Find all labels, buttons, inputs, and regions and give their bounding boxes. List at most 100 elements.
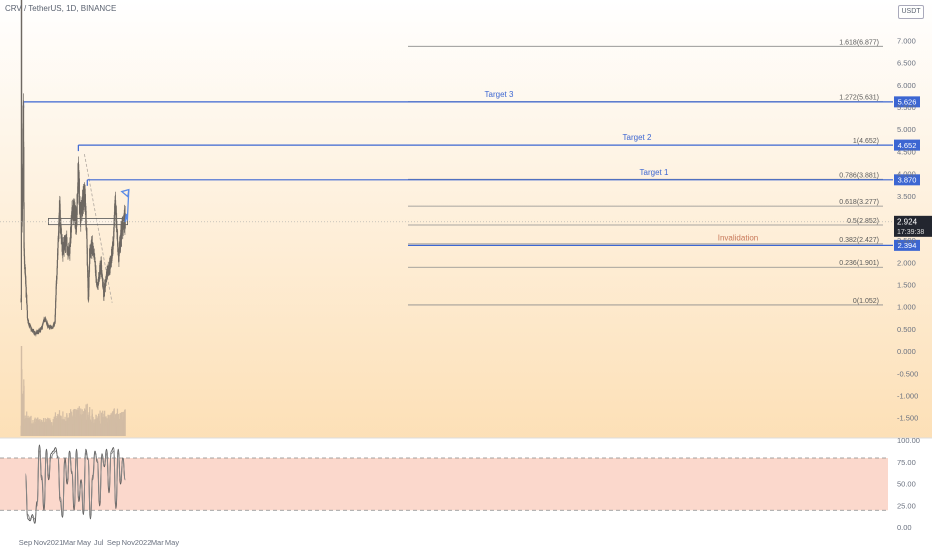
- candle-body: [95, 276, 97, 283]
- candle-body: [67, 249, 69, 256]
- fib-level-label: 0.236(1.901): [839, 260, 879, 267]
- price-tick-label: -1.000: [897, 392, 918, 401]
- price-tick-label: 7.000: [897, 36, 916, 45]
- target-lines[interactable]: Target 3 5.626 Target 2 4.652 Target 1 3.870 I…: [22, 90, 920, 251]
- time-axis[interactable]: Sep Nov 2021 Mar May Jul Sep Nov 2022 Mar May: [19, 538, 180, 547]
- price-tick-label: 4.000: [897, 170, 916, 179]
- candle-body: [58, 200, 61, 225]
- time-tick-label: May: [165, 538, 179, 547]
- candle-body: [96, 282, 98, 285]
- candle-body: [23, 248, 25, 257]
- fib-level-label: 0.786(3.881): [839, 172, 879, 179]
- fib-level-label: 1(4.652): [853, 138, 879, 145]
- candle-body: [103, 293, 105, 298]
- candle-body: [26, 310, 29, 319]
- candle-body: [104, 279, 106, 288]
- candle-body: [85, 210, 87, 227]
- candle-body: [22, 105, 25, 147]
- candle-body: [21, 0, 23, 168]
- candle-body: [26, 303, 28, 305]
- price-candles: [20, 0, 126, 337]
- quote-currency-badge[interactable]: USDT: [898, 5, 924, 19]
- candle-body: [88, 273, 90, 288]
- invalidation-price-tag: [894, 239, 920, 251]
- stoch-tick-label: 50.00: [897, 480, 916, 489]
- candle-body: [86, 228, 88, 239]
- candle-body: [25, 276, 27, 285]
- time-tick-label: 2022: [135, 538, 152, 547]
- candle-body: [28, 321, 30, 325]
- candle-body: [113, 215, 115, 226]
- target-price-tag: [894, 139, 920, 151]
- candle-body: [87, 266, 89, 278]
- last-price-tag: [894, 215, 932, 237]
- stoch-tick-label: 25.00: [897, 501, 916, 510]
- candle-body: [27, 318, 29, 320]
- candle-body: [57, 237, 59, 243]
- time-tick-label: Nov: [34, 538, 48, 547]
- price-tick-label: 4.500: [897, 147, 916, 156]
- stoch-tick-label: 75.00: [897, 458, 916, 467]
- candle-body: [118, 254, 120, 262]
- volume-bar: [124, 409, 126, 436]
- volume-bar: [85, 404, 87, 436]
- candle-body: [49, 326, 51, 329]
- candle-body: [47, 323, 49, 328]
- candle-body: [42, 321, 45, 322]
- volume-bar: [23, 385, 25, 436]
- candle-body: [87, 277, 89, 288]
- target-price-label: 5.626: [898, 98, 917, 107]
- candle-body: [57, 242, 59, 248]
- candle-body: [70, 221, 72, 239]
- symbol-title[interactable]: CRV / TetherUS, 1D, BINANCE: [5, 4, 117, 13]
- candle-body: [55, 286, 57, 296]
- candle-body: [23, 256, 26, 265]
- candle-body: [54, 308, 57, 315]
- candle-body: [100, 265, 103, 273]
- stoch-rsi-pane[interactable]: 100.00 75.00 50.00 25.00 0.00: [0, 436, 932, 550]
- candle-body: [113, 211, 116, 216]
- time-tick-label: May: [77, 538, 91, 547]
- stoch-d-line: [25, 450, 126, 520]
- candle-body: [39, 329, 42, 333]
- volume-bar: [72, 410, 74, 436]
- candle-body: [91, 241, 93, 249]
- candle-body: [26, 294, 28, 304]
- candle-body: [68, 246, 70, 251]
- volume-bar: [99, 410, 101, 436]
- candle-body: [97, 283, 99, 286]
- time-tick-label: Mar: [63, 538, 76, 547]
- volume-bar: [21, 369, 23, 436]
- target-price-tag: [894, 96, 920, 108]
- stoch-tick-label: 100.00: [897, 436, 920, 445]
- candle-body: [43, 318, 45, 322]
- volume-bars: [20, 346, 126, 436]
- candle-body: [77, 164, 80, 176]
- candle-body: [33, 330, 35, 332]
- candle-body: [116, 230, 119, 242]
- price-axis[interactable]: 7.000 6.500 6.000 5.500 5.000 4.500 4.000 3.500…: [0, 36, 932, 423]
- price-tick-label: 5.500: [897, 103, 916, 112]
- price-tick-label: -1.500: [897, 414, 918, 423]
- candle-body: [26, 304, 28, 311]
- fib-level-label: 0.618(3.277): [839, 199, 879, 206]
- candle-body: [21, 220, 23, 227]
- target-price-tag: [894, 174, 920, 186]
- candle-body: [22, 163, 24, 202]
- candle-body: [56, 268, 58, 275]
- candle-body: [101, 274, 103, 279]
- candle-body: [21, 167, 23, 227]
- candle-body: [82, 209, 84, 212]
- fib-level-label: 0.5(2.852): [847, 218, 879, 225]
- projection-path[interactable]: [120, 188, 130, 223]
- candle-body: [55, 300, 57, 309]
- candle-body: [65, 238, 67, 241]
- target-label: Target 1: [640, 168, 669, 177]
- candle-body: [114, 200, 117, 208]
- bar-countdown-label: 17:39:38: [897, 229, 924, 236]
- candle-body: [54, 314, 56, 323]
- candle-body: [59, 209, 61, 227]
- time-tick-label: 2021: [47, 538, 64, 547]
